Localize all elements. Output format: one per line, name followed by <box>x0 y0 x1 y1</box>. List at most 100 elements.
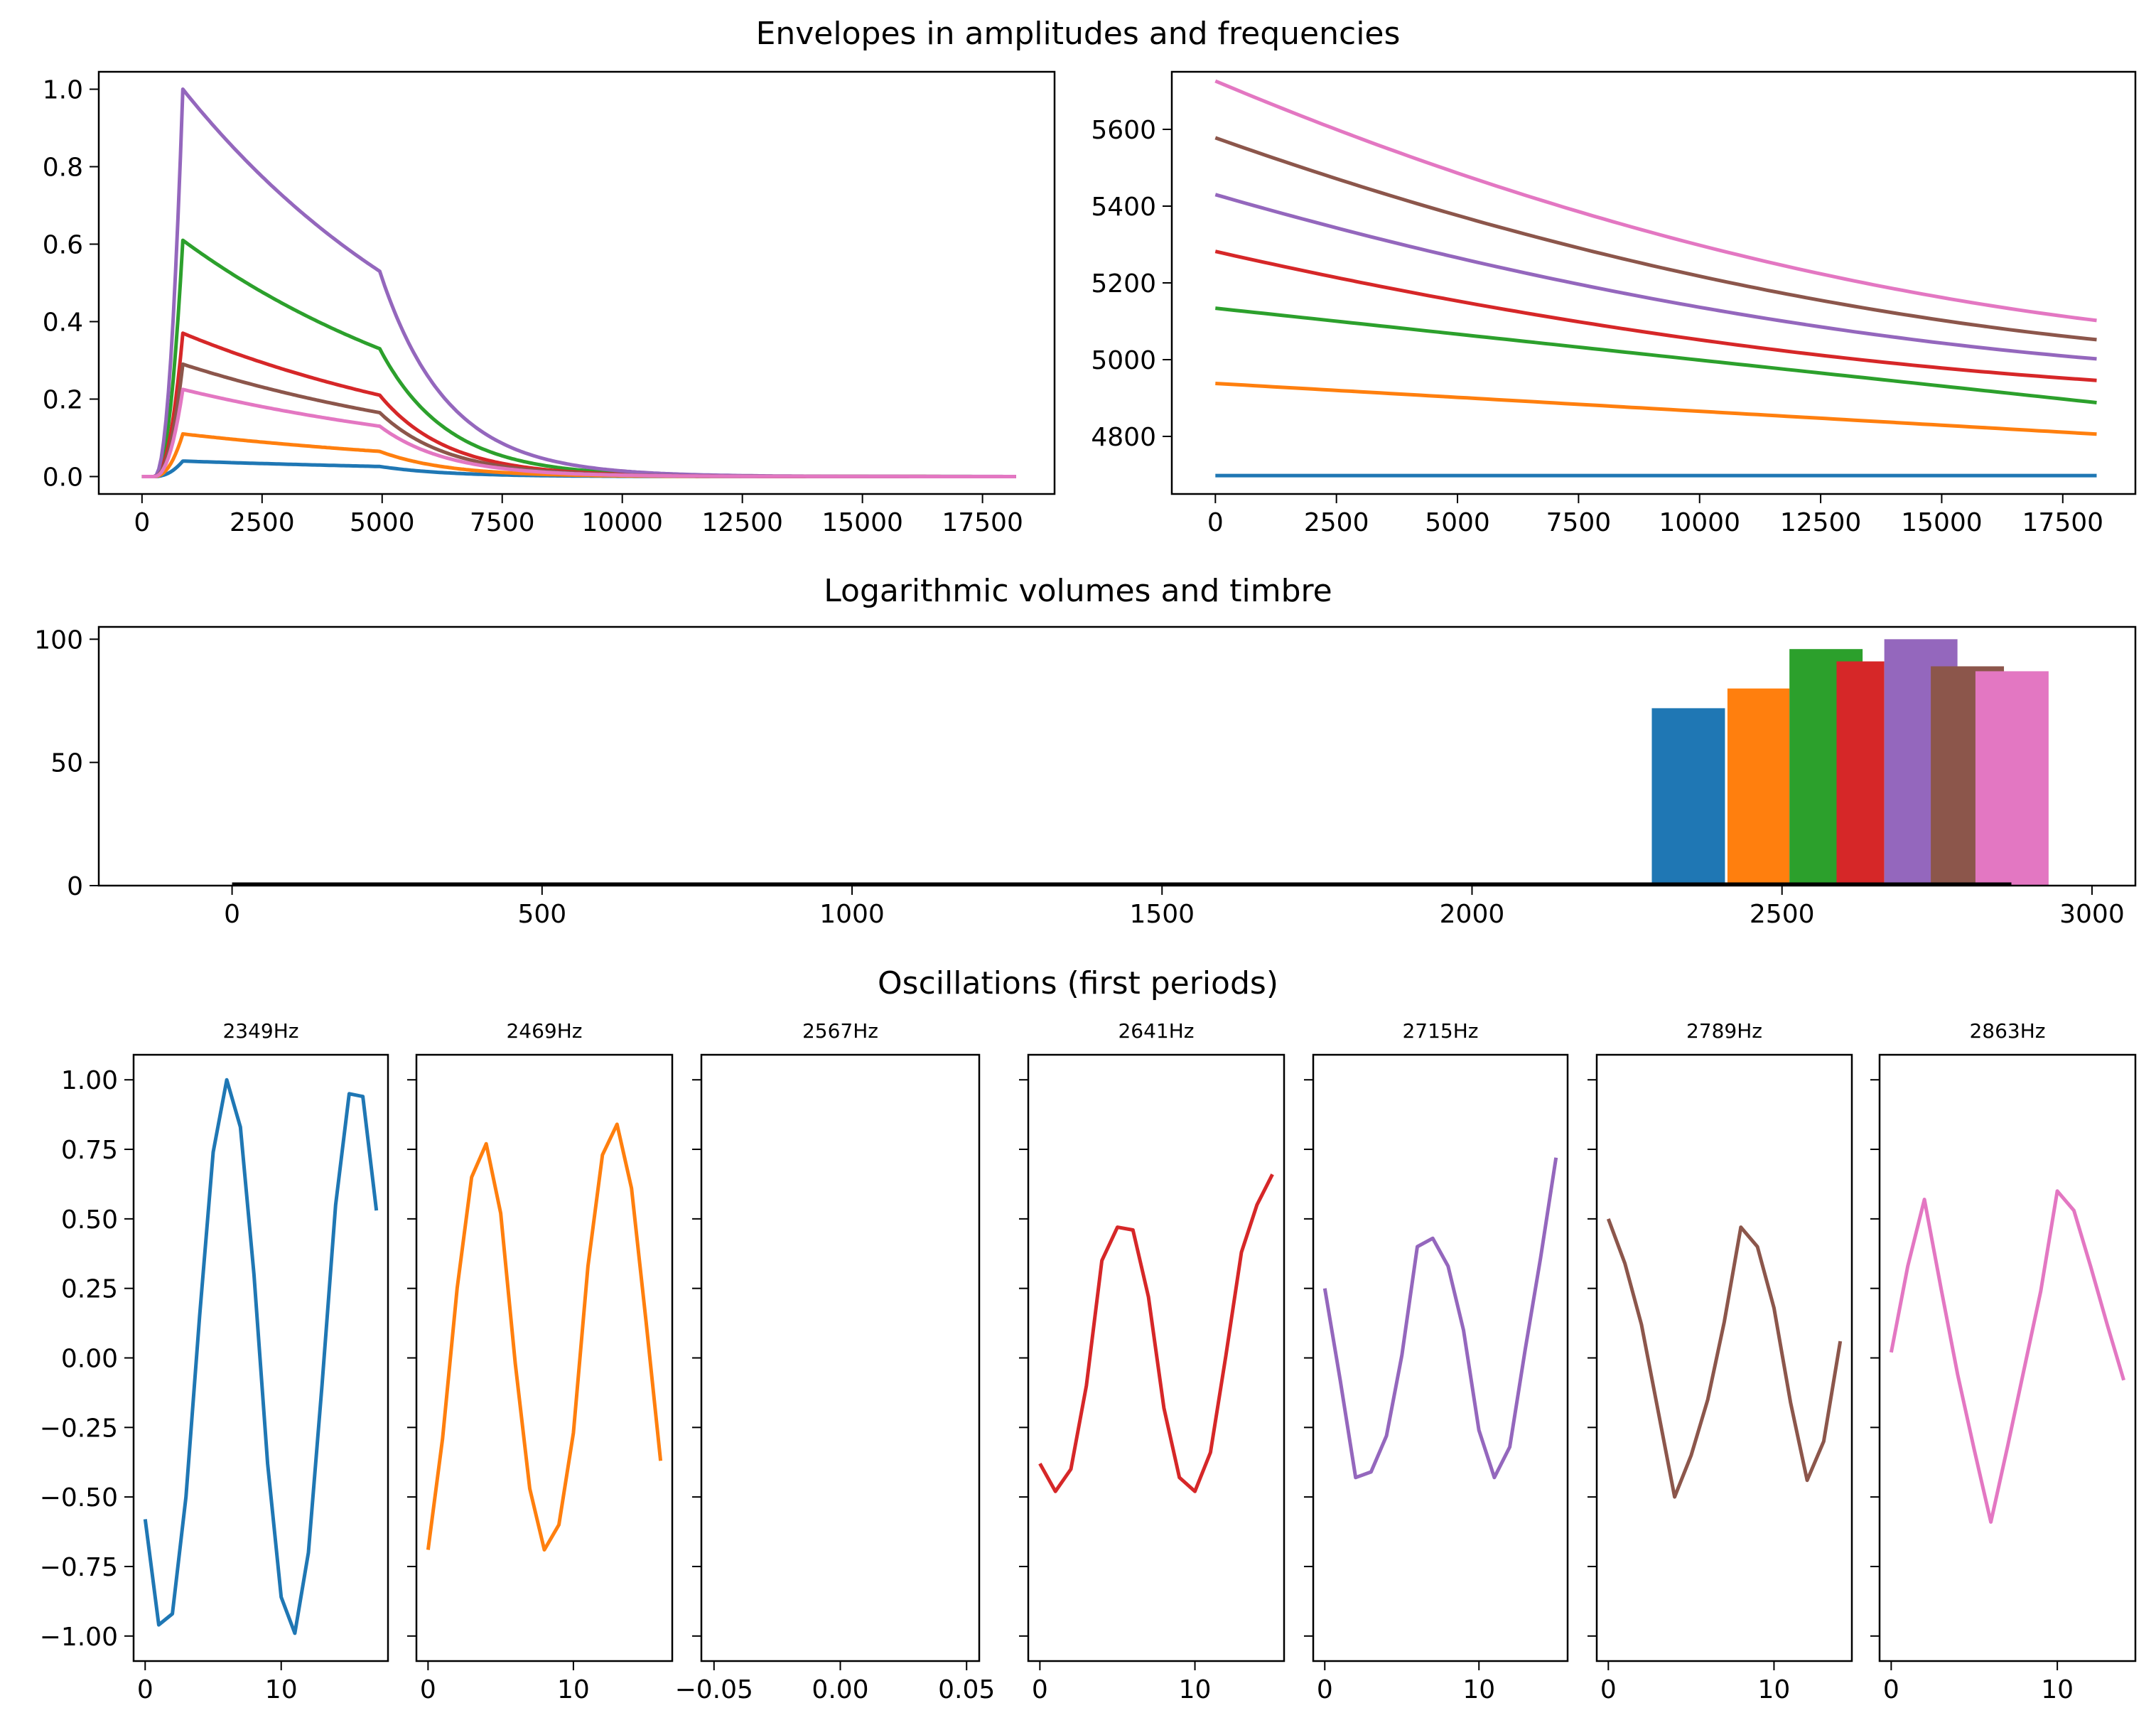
y-tick-label: 1.0 <box>43 76 83 105</box>
frequency-line-partial-7 <box>1214 79 2097 323</box>
oscillation-panel-2469Hz: 2469Hz 0 10 <box>407 1019 674 1704</box>
oscillation-line-2789Hz <box>1606 1218 1843 1499</box>
y-tick-label: 0.4 <box>43 308 83 337</box>
x-tick-label: 10000 <box>581 508 663 537</box>
volume-bar-2349Hz <box>1651 708 1725 886</box>
x-tick-label: 12500 <box>701 508 783 537</box>
oscillation-line-2641Hz <box>1038 1173 1274 1493</box>
y-tick-label: 0.2 <box>43 385 83 414</box>
x-tick-label: 10 <box>1758 1675 1791 1704</box>
oscillation-panel-2567Hz: 2567Hz −0.05 0.00 0.05 <box>675 1019 996 1704</box>
log-volume-axes: 0 500 1000 1500 2000 2500 3000 0 50 100 <box>34 625 2137 929</box>
oscillation-panel-2349Hz: 2349Hz 0 10 −1.00 −0.75 −0.50 −0.25 0.00 0.25 0.5… <box>40 1019 389 1704</box>
x-tick-label: 10 <box>1179 1675 1212 1704</box>
x-tick-label: 0.05 <box>938 1675 995 1704</box>
y-tick-label: 0 <box>67 872 83 901</box>
y-tick-label: 0.6 <box>43 231 83 260</box>
panel-title: 2349Hz <box>222 1019 298 1043</box>
panel-title: 2789Hz <box>1686 1019 1762 1043</box>
section-title-volumes: Logarithmic volumes and timbre <box>824 573 1332 609</box>
frequency-line-partial-6 <box>1214 136 2097 342</box>
frequency-line-partial-2 <box>1215 382 2097 436</box>
x-tick-label: 7500 <box>470 508 535 537</box>
x-tick-label: 0 <box>1600 1675 1617 1704</box>
axes-frame <box>1878 1053 2137 1662</box>
x-tick-label: 10 <box>2041 1675 2074 1704</box>
axes-frame <box>1595 1053 1853 1662</box>
x-tick-label: 2500 <box>1304 508 1369 537</box>
oscillation-panel-2789Hz: 2789Hz 0 10 <box>1588 1019 1853 1704</box>
x-tick-label: 0.00 <box>812 1675 868 1704</box>
y-tick-label: 5400 <box>1091 193 1156 222</box>
x-tick-label: 15000 <box>1901 508 1983 537</box>
y-tick-label: 5200 <box>1091 269 1156 299</box>
oscillation-panel-2863Hz: 2863Hz 0 10 <box>1870 1019 2137 1704</box>
y-tick-label: 0.8 <box>43 154 83 183</box>
oscillation-panel-2715Hz: 2715Hz 0 10 <box>1304 1019 1569 1704</box>
y-tick-label: 0.00 <box>61 1345 118 1374</box>
panel-title: 2641Hz <box>1118 1019 1194 1043</box>
x-tick-label: 5000 <box>1425 508 1490 537</box>
panel-title: 2567Hz <box>802 1019 878 1043</box>
axes-frame <box>415 1053 674 1662</box>
oscillation-axes-group: 2349Hz 0 10 −1.00 −0.75 −0.50 −0.25 0.00 0.25 0.5… <box>40 1019 2137 1704</box>
frequency-line-partial-4 <box>1214 249 2097 382</box>
y-tick-label: 50 <box>50 749 83 778</box>
frequency-line-partial-3 <box>1215 306 2097 404</box>
x-tick-label: 15000 <box>821 508 903 537</box>
x-tick-label: 0 <box>1317 1675 1333 1704</box>
y-tick-label: −1.00 <box>40 1623 118 1652</box>
x-tick-label: 17500 <box>2022 508 2104 537</box>
x-tick-label: 3000 <box>2059 900 2125 929</box>
section-title-oscillations: Oscillations (first periods) <box>878 965 1278 1001</box>
x-tick-label: 12500 <box>1780 508 1862 537</box>
oscillation-line-2863Hz <box>1889 1189 2125 1524</box>
axes-frame <box>97 625 2137 887</box>
x-tick-label: 2500 <box>230 508 295 537</box>
panel-title: 2715Hz <box>1402 1019 1478 1043</box>
amplitude-line-partial-7 <box>141 387 1016 478</box>
y-tick-label: 100 <box>34 625 83 655</box>
x-tick-label: 10 <box>265 1675 298 1704</box>
panel-title: 2863Hz <box>1969 1019 2045 1043</box>
axes-frame <box>97 70 1056 495</box>
x-tick-label: 10 <box>1462 1675 1495 1704</box>
x-tick-label: 2000 <box>1440 900 1505 929</box>
oscillation-panel-2641Hz: 2641Hz 0 10 <box>1019 1019 1285 1704</box>
x-tick-label: 0 <box>134 508 150 537</box>
y-tick-label: 4800 <box>1091 423 1156 452</box>
volume-bar-2863Hz <box>1975 671 2049 886</box>
oscillation-line-2715Hz <box>1322 1157 1558 1480</box>
axes-frame <box>700 1053 981 1662</box>
panel-title: 2469Hz <box>506 1019 582 1043</box>
y-tick-label: 0.50 <box>61 1205 118 1235</box>
axes-frame <box>1170 70 2137 495</box>
x-tick-label: 0 <box>1032 1675 1048 1704</box>
volume-bar-2641Hz <box>1836 661 1885 886</box>
x-tick-label: 0 <box>137 1675 153 1704</box>
x-tick-label: 1000 <box>819 900 885 929</box>
x-tick-label: 0 <box>1883 1675 1899 1704</box>
section-title-envelopes: Envelopes in amplitudes and frequencies <box>756 16 1401 52</box>
x-tick-label: −0.05 <box>675 1675 753 1704</box>
axes-frame <box>1027 1053 1285 1662</box>
y-tick-label: 1.00 <box>61 1066 118 1095</box>
y-tick-label: 0.75 <box>61 1136 118 1165</box>
x-tick-label: 7500 <box>1546 508 1612 537</box>
x-tick-label: 2500 <box>1750 900 1815 929</box>
x-tick-label: 0 <box>224 900 240 929</box>
y-tick-label: 0.25 <box>61 1275 118 1304</box>
x-tick-label: 5000 <box>350 508 415 537</box>
x-tick-label: 10000 <box>1659 508 1740 537</box>
y-tick-label: 0.0 <box>43 463 83 492</box>
x-tick-label: 0 <box>1207 508 1224 537</box>
frequency-line-partial-5 <box>1214 193 2097 361</box>
y-tick-label: 5600 <box>1091 116 1156 145</box>
x-tick-label: 1500 <box>1129 900 1195 929</box>
oscillation-line-2469Hz <box>426 1122 663 1552</box>
frequency-envelope-axes: 0 2500 5000 7500 10000 12500 15000 17500 4800 500… <box>1091 70 2137 537</box>
amplitude-envelope-axes: 0 2500 5000 7500 10000 12500 15000 17500 0.0 0.2 0… <box>43 70 1056 537</box>
x-tick-label: 500 <box>517 900 566 929</box>
axes-frame <box>132 1053 389 1662</box>
